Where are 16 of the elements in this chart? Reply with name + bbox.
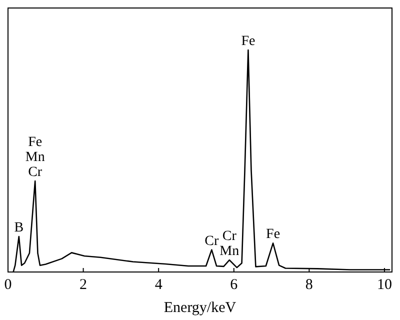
annotation: Cr <box>28 164 42 180</box>
annotation: B <box>14 220 24 236</box>
x-tick-label: 6 <box>230 277 238 293</box>
annotation: Fe <box>241 34 256 49</box>
x-tick-label: 2 <box>80 277 88 293</box>
x-tick-label: 0 <box>4 277 12 293</box>
annotation: Mn <box>220 244 240 260</box>
annotation: Cr <box>204 234 220 249</box>
x-axis-title: Energy/keV <box>164 300 236 316</box>
annotation: Cr <box>222 229 237 244</box>
x-tick-label: 4 <box>154 277 163 293</box>
x-tick-label: 8 <box>305 277 313 293</box>
x-tick-label: 10 <box>376 277 392 293</box>
annotation: Fe <box>266 227 280 242</box>
annotation: Fe <box>28 134 42 150</box>
annotation: Mn <box>25 150 45 165</box>
